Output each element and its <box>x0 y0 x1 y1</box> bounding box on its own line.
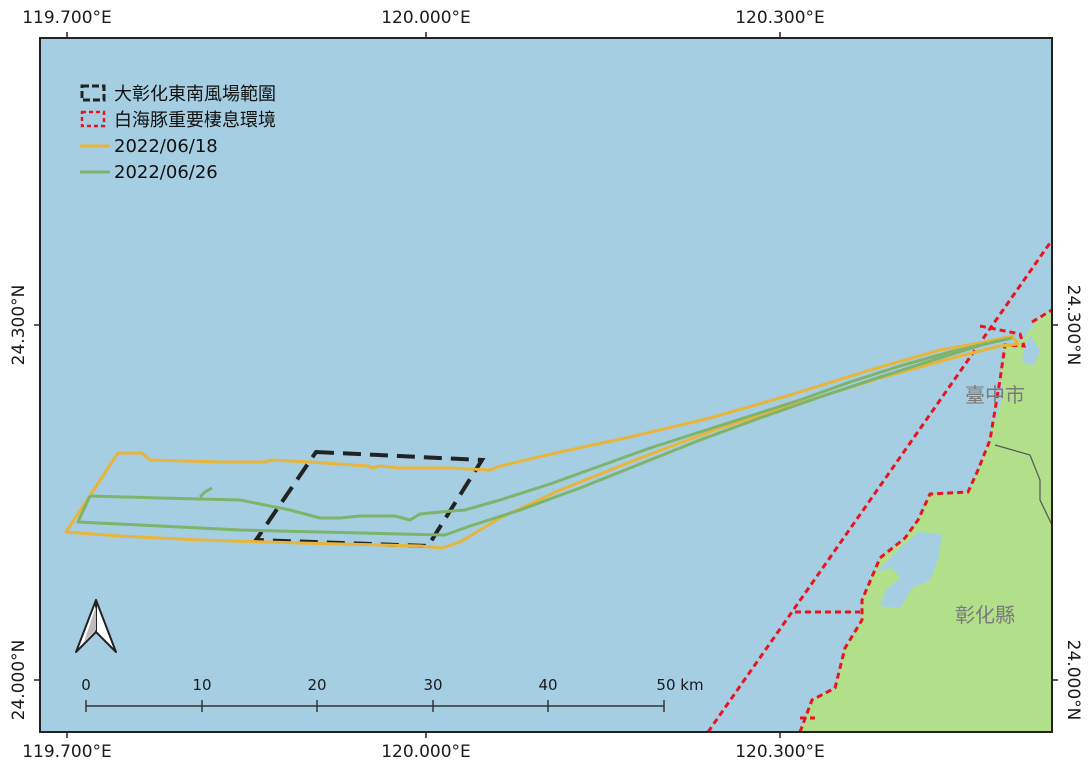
legend-label-habitat: 白海豚重要棲息環境 <box>114 110 276 131</box>
place-label-taichung: 臺中市 <box>965 383 1025 407</box>
left-lat-label: 24.300°N <box>9 285 29 366</box>
map-frame <box>39 37 1053 733</box>
scale-label: 0 <box>81 676 91 694</box>
top-lon-label: 119.700°E <box>22 8 112 28</box>
scale-label: 30 <box>423 676 442 694</box>
legend-label-track-0626: 2022/06/26 <box>114 162 218 183</box>
top-lon-label: 120.000°E <box>381 8 471 28</box>
track-2022-06-26 <box>76 336 1013 537</box>
left-lat-label: 24.000°N <box>9 640 29 721</box>
legend-swatch-wind-farm <box>80 84 106 102</box>
bottom-lon-label: 120.000°E <box>381 742 471 762</box>
scale-bar: 0 10 20 30 40 50 km <box>81 676 704 712</box>
scale-label: 10 <box>192 676 211 694</box>
bottom-lon-label: 119.700°E <box>22 742 112 762</box>
legend: 大彰化東南風場範圍 白海豚重要棲息環境 2022/06/18 2022/06/2… <box>80 84 276 183</box>
county-boundary <box>994 444 1053 526</box>
scale-label: 40 <box>538 676 557 694</box>
legend-swatch-habitat <box>80 110 106 128</box>
wind-farm-boundary <box>252 449 486 549</box>
scale-label: 20 <box>307 676 326 694</box>
scale-label: 50 km <box>656 676 703 694</box>
legend-label-wind-farm: 大彰化東南風場範圍 <box>114 84 276 105</box>
top-lon-label: 120.300°E <box>735 8 825 28</box>
track-2022-06-18 <box>64 334 1020 550</box>
lagoon-area <box>876 532 942 608</box>
tick-marks <box>34 32 1058 738</box>
land-area <box>800 308 1052 732</box>
bottom-lon-label: 120.300°E <box>735 742 825 762</box>
river-area <box>1022 335 1040 366</box>
north-arrow-icon <box>75 599 117 653</box>
right-lat-label: 24.000°N <box>1063 640 1083 721</box>
right-lat-label: 24.300°N <box>1063 285 1083 366</box>
place-label-changhua: 彰化縣 <box>955 603 1015 627</box>
legend-label-track-0618: 2022/06/18 <box>114 136 218 157</box>
